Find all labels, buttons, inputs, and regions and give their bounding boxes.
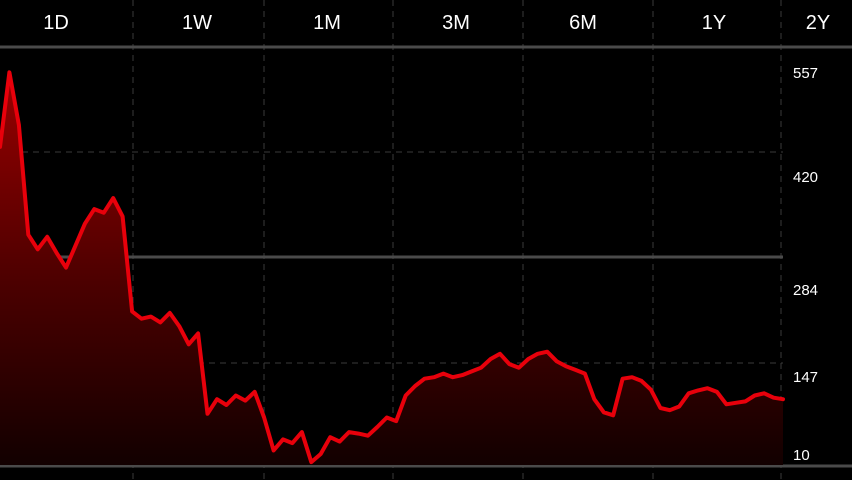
y-tick-label: 147: [793, 369, 819, 386]
tab-1w[interactable]: 1W: [182, 12, 212, 34]
tab-6m[interactable]: 6M: [569, 12, 597, 34]
tab-1y[interactable]: 1Y: [701, 12, 727, 34]
tab-3m[interactable]: 3M: [442, 12, 470, 34]
tab-1m[interactable]: 1M: [313, 12, 341, 34]
price-line: [0, 70, 785, 465]
y-tick-label: 10: [793, 447, 810, 464]
y-tick-label: 284: [793, 282, 819, 299]
horizontal-rules: [0, 45, 852, 468]
tab-2y[interactable]: 2Y: [805, 12, 831, 34]
price-area-fill: [0, 72, 783, 466]
y-tick-label: 420: [793, 169, 819, 186]
y-tick-label: 557: [793, 65, 819, 82]
tab-1d[interactable]: 1D: [43, 12, 69, 34]
